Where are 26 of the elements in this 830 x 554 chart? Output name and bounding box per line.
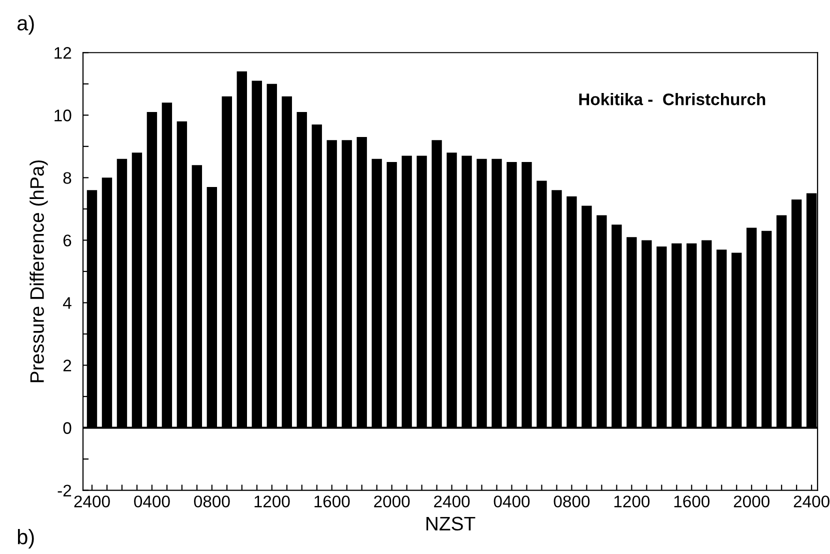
x-tick-label: 2400 <box>74 496 110 508</box>
x-tick-label: 2400 <box>794 496 830 508</box>
y-tick-label: 12 <box>54 47 72 59</box>
text: b) <box>18 529 34 548</box>
y-tick-label: 4 <box>63 297 72 309</box>
y-tick-label: 10 <box>54 110 72 122</box>
x-tick-label: 2400 <box>434 496 470 508</box>
y-tick-label: 8 <box>63 172 72 184</box>
x-tick-label: 1200 <box>254 496 290 508</box>
x-axis-title: NZST <box>426 516 476 531</box>
y-tick-label: 2 <box>63 360 72 372</box>
y-tick-label: 0 <box>63 422 72 434</box>
x-tick-label: 2000 <box>734 496 770 508</box>
x-tick-label: 0400 <box>134 496 170 508</box>
x-tick-label: 0400 <box>494 496 530 508</box>
annotation: Hokitika - Christchurch <box>579 93 766 106</box>
x-tick-label: 2000 <box>374 496 410 508</box>
x-tick-label: 0800 <box>194 496 230 508</box>
y-tick-label: -2 <box>58 484 72 496</box>
y-axis-title: Pressure Difference (hPa) <box>30 160 48 382</box>
x-tick-label: 1600 <box>314 496 350 508</box>
y-tick-label: 6 <box>63 234 72 246</box>
x-tick-label: 1200 <box>614 496 650 508</box>
x-tick-label: 0800 <box>554 496 590 508</box>
text: a) <box>17 15 34 35</box>
x-tick-label: 1600 <box>674 496 710 508</box>
